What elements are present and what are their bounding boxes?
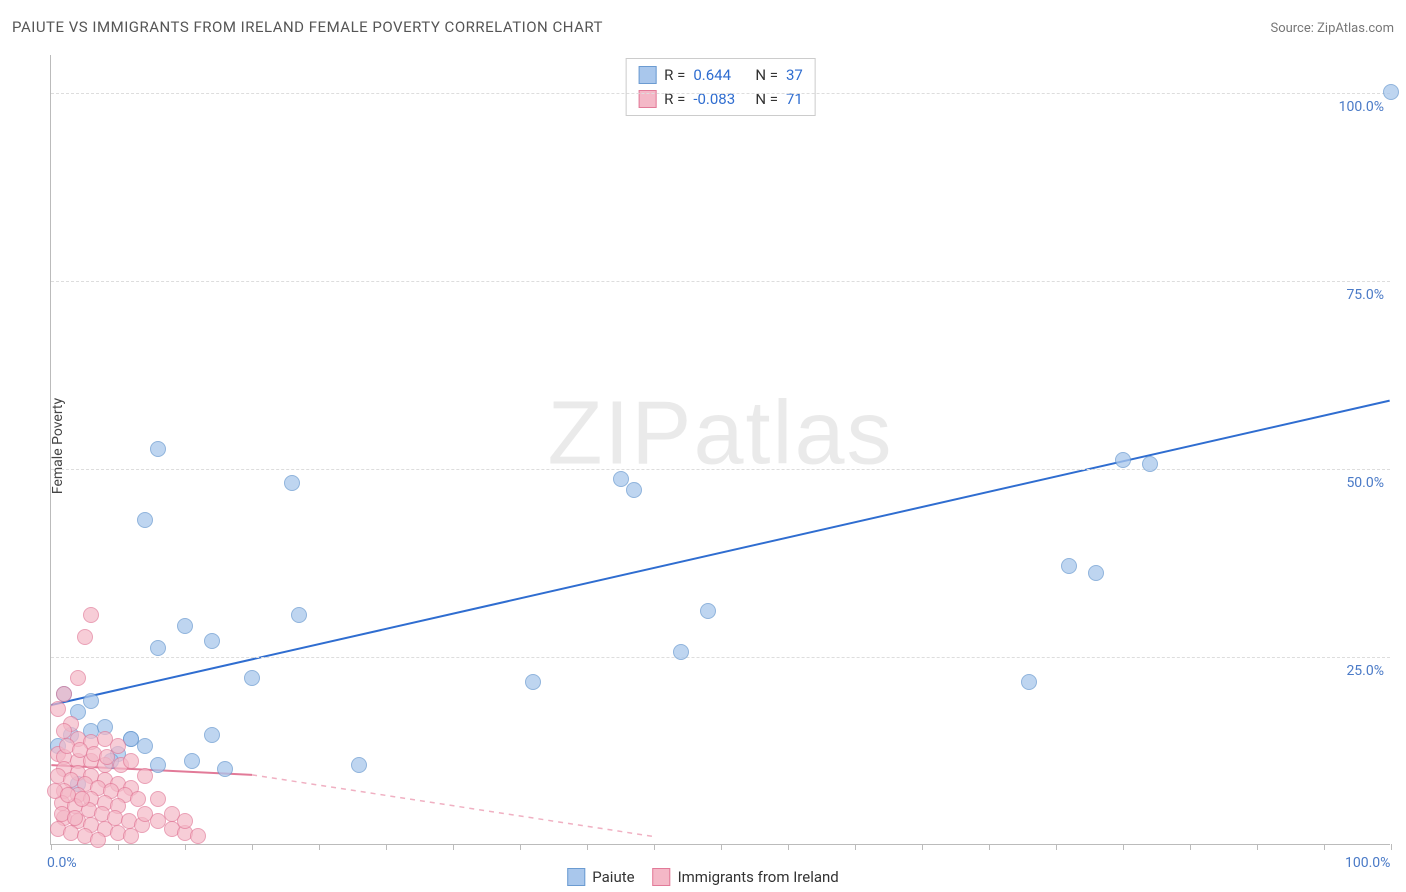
gridline (51, 281, 1390, 282)
data-point (77, 629, 93, 645)
data-point (284, 475, 300, 491)
stats-row-series1: R = 0.644 N = 37 (638, 63, 803, 87)
data-point (204, 727, 220, 743)
trend-lines (51, 55, 1390, 844)
data-point (626, 482, 642, 498)
data-point (83, 607, 99, 623)
data-point (351, 757, 367, 773)
legend-swatch-1 (567, 868, 585, 886)
bottom-legend: Paiute Immigrants from Ireland (567, 868, 839, 886)
data-point (1061, 558, 1077, 574)
chart-plot-area: ZIPatlas R = 0.644 N = 37 R = -0.083 N =… (50, 55, 1390, 845)
data-point (1021, 674, 1037, 690)
x-tick (1190, 844, 1191, 850)
chart-title: PAIUTE VS IMMIGRANTS FROM IRELAND FEMALE… (12, 18, 603, 36)
x-tick (922, 844, 923, 850)
data-point (150, 791, 166, 807)
data-point (70, 670, 86, 686)
data-point (50, 701, 66, 717)
data-point (123, 753, 139, 769)
data-point (130, 791, 146, 807)
x-tick (721, 844, 722, 850)
data-point (1088, 565, 1104, 581)
x-tick (118, 844, 119, 850)
data-point (150, 640, 166, 656)
r-value-series2: -0.083 (693, 87, 747, 111)
x-tick (788, 844, 789, 850)
x-tick (1391, 844, 1392, 850)
source-attribution: Source: ZipAtlas.com (1270, 21, 1394, 36)
data-point (177, 813, 193, 829)
data-point (190, 828, 206, 844)
data-point (123, 828, 139, 844)
data-point (137, 738, 153, 754)
data-point (110, 738, 126, 754)
data-point (291, 607, 307, 623)
x-tick (319, 844, 320, 850)
data-point (67, 810, 83, 826)
data-point (177, 618, 193, 634)
data-point (1142, 456, 1158, 472)
source-link[interactable]: ZipAtlas.com (1317, 21, 1394, 36)
stats-row-series2: R = -0.083 N = 71 (638, 87, 803, 111)
data-point (150, 441, 166, 457)
x-tick-label: 0.0% (47, 855, 77, 871)
data-point (137, 512, 153, 528)
gridline (51, 469, 1390, 470)
x-tick (1056, 844, 1057, 850)
x-tick-label: 100.0% (1345, 855, 1390, 871)
gridline (51, 93, 1390, 94)
data-point (613, 471, 629, 487)
data-point (673, 644, 689, 660)
gridline (51, 657, 1390, 658)
x-tick (1324, 844, 1325, 850)
r-value-series1: 0.644 (693, 63, 747, 87)
data-point (217, 761, 233, 777)
x-tick (587, 844, 588, 850)
data-point (74, 791, 90, 807)
data-point (56, 686, 72, 702)
data-point (1383, 84, 1399, 100)
data-point (204, 633, 220, 649)
data-point (525, 674, 541, 690)
x-tick (453, 844, 454, 850)
data-point (83, 693, 99, 709)
x-tick (855, 844, 856, 850)
x-tick (185, 844, 186, 850)
data-point (137, 768, 153, 784)
y-tick-label: 25.0% (1346, 663, 1384, 679)
y-tick-label: 50.0% (1346, 475, 1384, 491)
legend-swatch-2 (653, 868, 671, 886)
x-tick (386, 844, 387, 850)
x-tick (989, 844, 990, 850)
x-tick (1123, 844, 1124, 850)
y-tick-label: 100.0% (1339, 99, 1384, 115)
data-point (244, 670, 260, 686)
data-point (150, 757, 166, 773)
y-tick-label: 75.0% (1346, 287, 1384, 303)
x-tick (654, 844, 655, 850)
data-point (1115, 452, 1131, 468)
n-value-series2: 71 (786, 87, 803, 111)
x-tick (252, 844, 253, 850)
data-point (90, 832, 106, 848)
legend-item-series2: Immigrants from Ireland (653, 868, 839, 886)
correlation-stats-box: R = 0.644 N = 37 R = -0.083 N = 71 (625, 58, 816, 116)
swatch-series1 (638, 66, 656, 84)
x-tick (1257, 844, 1258, 850)
legend-item-series1: Paiute (567, 868, 634, 886)
data-point (700, 603, 716, 619)
n-value-series1: 37 (786, 63, 803, 87)
x-tick (51, 844, 52, 850)
x-tick (520, 844, 521, 850)
data-point (184, 753, 200, 769)
